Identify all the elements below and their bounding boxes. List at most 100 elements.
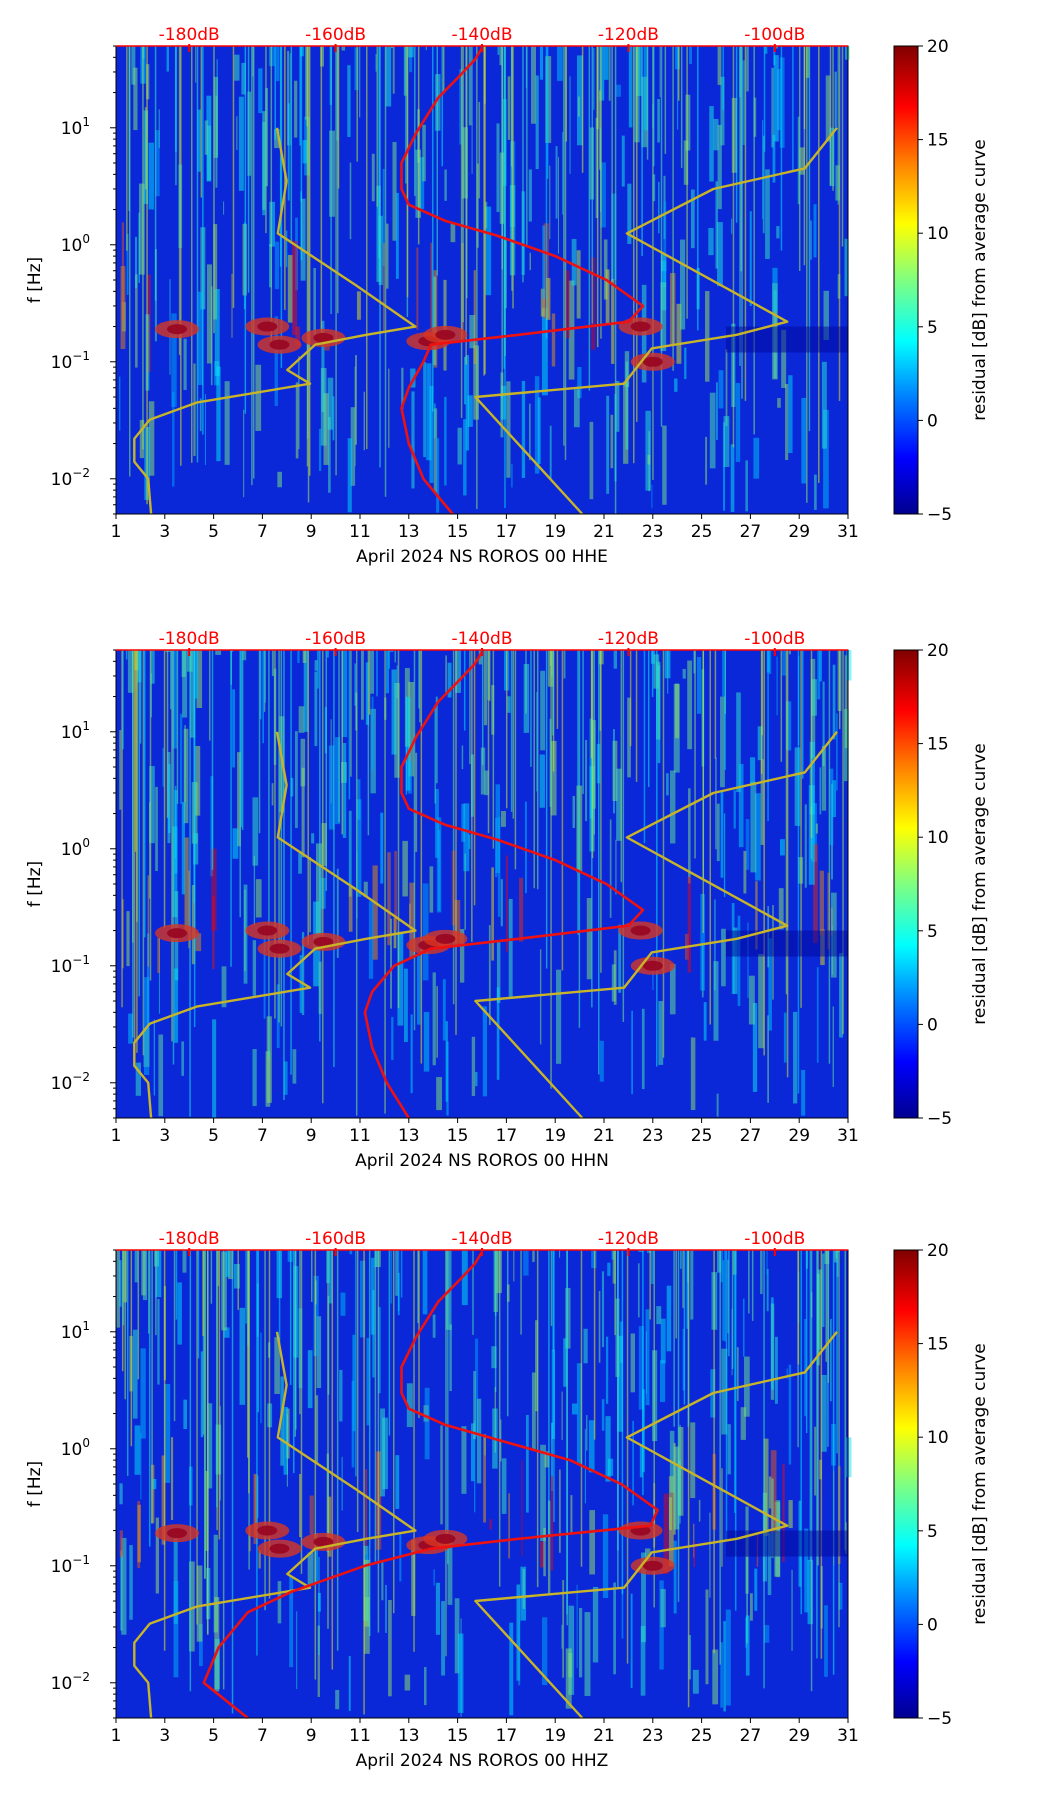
x-tick-label: 15 [447, 522, 469, 542]
curve-nhnm [474, 1331, 838, 1719]
colorbar-tick-label: 15 [927, 131, 949, 151]
x-tick-label: 13 [398, 1726, 420, 1746]
x-tick-label: 27 [740, 1126, 762, 1146]
y-tick-exponent: 1 [82, 1319, 90, 1333]
colorbar-tick-label: 5 [927, 922, 938, 942]
x-tick-label: 1 [111, 1726, 122, 1746]
x-tick-label: 29 [788, 1126, 810, 1146]
y-tick-exponent: −2 [72, 466, 90, 480]
x-tick-label: 19 [544, 1126, 566, 1146]
colorbar-gradient [893, 45, 919, 515]
x-tick-label: 23 [642, 1726, 664, 1746]
colorbar: 20 15 10 5 0 −5 residual [dB] from average cur… [893, 641, 990, 1129]
curves [133, 1251, 838, 1720]
x-tick-label: 31 [837, 1126, 859, 1146]
y-tick-exponent: −1 [72, 953, 90, 967]
curve-nlnm [133, 127, 417, 515]
x-tick-label: 27 [740, 522, 762, 542]
x-tick-label: 3 [159, 1726, 170, 1746]
x-axis: 1 3 5 7 9 11 13 15 17 19 21 23 25 27 29 31 [111, 1118, 859, 1146]
y-tick-label: 101 [61, 115, 90, 139]
x-tick-label: 15 [447, 1726, 469, 1746]
colorbar-label: residual [dB] from average curve [970, 1343, 990, 1624]
top-db-axis: -180dB -160dB -140dB -120dB -100dB [159, 629, 805, 656]
db-tick-label: -100dB [744, 25, 805, 45]
spectrogram-texture [116, 1250, 852, 1717]
y-tick-exponent: 0 [82, 232, 90, 246]
db-tick-label: -120dB [598, 1229, 659, 1249]
x-tick-label: 19 [544, 522, 566, 542]
y-tick-label: 10−2 [51, 1070, 90, 1094]
x-axis: 1 3 5 7 9 11 13 15 17 19 21 23 25 27 29 31 [111, 1718, 859, 1746]
y-tick-base: 10 [51, 1074, 73, 1094]
x-tick-label: 5 [208, 1726, 219, 1746]
x-axis: 1 3 5 7 9 11 13 15 17 19 21 23 25 27 29 31 [111, 514, 859, 542]
x-tick-label: 13 [398, 522, 420, 542]
x-tick-label: 25 [691, 522, 713, 542]
colorbar-tick-label: 10 [927, 224, 949, 244]
x-tick-label: 23 [642, 522, 664, 542]
x-tick-label: 3 [159, 1126, 170, 1146]
y-tick-exponent: 0 [82, 1436, 90, 1450]
y-tick-base: 10 [61, 723, 83, 743]
y-tick-exponent: 0 [82, 836, 90, 850]
x-tick-label: 9 [306, 1726, 317, 1746]
y-tick-base: 10 [61, 840, 83, 860]
x-tick-label: 25 [691, 1126, 713, 1146]
colorbar-tick-label: 0 [927, 1015, 938, 1035]
db-tick-label: -100dB [744, 629, 805, 649]
x-axis-label: April 2024 NS ROROS 00 HHN [355, 1151, 609, 1171]
x-tick-label: 29 [788, 522, 810, 542]
x-axis-label: April 2024 NS ROROS 00 HHZ [356, 1751, 609, 1771]
colorbar: 20 15 10 5 0 −5 residual [dB] from average cur… [893, 1241, 990, 1729]
colorbar-tick-label: 10 [927, 828, 949, 848]
x-tick-label: 1 [111, 1126, 122, 1146]
spectrogram [116, 46, 850, 514]
x-tick-label: 31 [837, 522, 859, 542]
y-tick-base: 10 [51, 957, 73, 977]
y-axis-label: f [Hz] [25, 1461, 45, 1507]
curves [133, 651, 838, 1119]
y-tick-label: 10−2 [51, 1670, 90, 1694]
x-tick-label: 17 [496, 1726, 518, 1746]
y-tick-exponent: −1 [72, 1553, 90, 1567]
spectrogram [116, 1250, 852, 1718]
y-tick-label: 10−1 [51, 1553, 90, 1577]
colorbar-tick-label: −5 [927, 1109, 952, 1129]
db-tick-label: -120dB [598, 25, 659, 45]
y-tick-base: 10 [51, 1557, 73, 1577]
curve-nlnm [133, 1331, 417, 1719]
curve-psd [363, 651, 645, 1119]
y-tick-exponent: −2 [72, 1670, 90, 1684]
y-tick-label: 101 [61, 719, 90, 743]
y-tick-base: 10 [61, 1440, 83, 1460]
colorbar-tick-label: 5 [927, 318, 938, 338]
y-tick-label: 100 [61, 232, 90, 256]
y-axis-label: f [Hz] [25, 861, 45, 907]
y-tick-base: 10 [61, 236, 83, 256]
colorbar-gradient [893, 1249, 919, 1719]
x-tick-label: 17 [496, 1126, 518, 1146]
y-tick-base: 10 [61, 119, 83, 139]
y-tick-exponent: 1 [82, 719, 90, 733]
curve-nlnm [133, 731, 417, 1119]
db-tick-label: -140dB [451, 25, 512, 45]
x-tick-label: 31 [837, 1726, 859, 1746]
y-tick-base: 10 [61, 1323, 83, 1343]
x-tick-label: 23 [642, 1126, 664, 1146]
x-tick-label: 19 [544, 1726, 566, 1746]
colorbar-tick-label: 0 [927, 411, 938, 431]
y-axis-label: f [Hz] [25, 257, 45, 303]
colorbar: 20 15 10 5 0 −5 residual [dB] from average cur… [893, 37, 990, 525]
y-tick-label: 10−2 [51, 466, 90, 490]
colorbar-tick-label: 15 [927, 1335, 949, 1355]
y-tick-base: 10 [51, 470, 73, 490]
colorbar-gradient [893, 649, 919, 1119]
spectrogram-background [116, 46, 848, 514]
